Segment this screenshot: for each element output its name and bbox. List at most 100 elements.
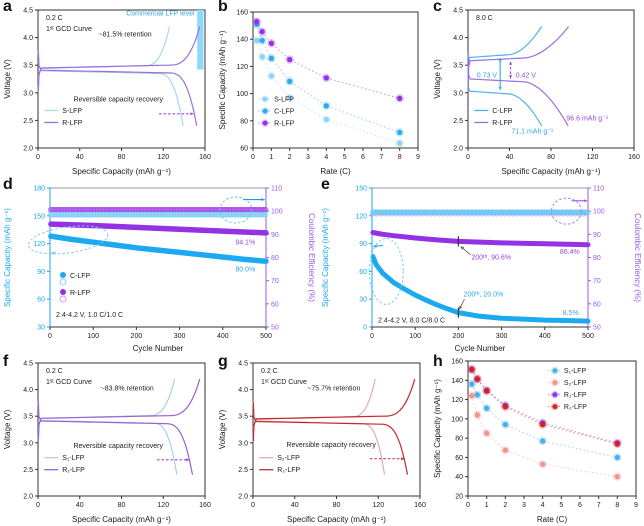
svg-text:Specific Capacity (mAh g⁻¹): Specific Capacity (mAh g⁻¹) (433, 379, 442, 478)
svg-text:70: 70 (271, 278, 279, 285)
svg-text:Specific Capacity (mAh g⁻¹): Specific Capacity (mAh g⁻¹) (287, 515, 386, 524)
svg-text:60: 60 (271, 301, 279, 308)
svg-text:4.0: 4.0 (453, 35, 463, 42)
svg-text:8: 8 (615, 502, 619, 509)
svg-text:90: 90 (37, 269, 45, 276)
svg-text:Voltage (V): Voltage (V) (3, 59, 12, 99)
svg-text:80: 80 (240, 118, 248, 125)
svg-text:120: 120 (236, 64, 248, 71)
svg-text:5: 5 (343, 154, 347, 161)
svg-text:100: 100 (451, 416, 463, 423)
svg-text:94.1%: 94.1% (235, 240, 255, 247)
svg-text:9: 9 (634, 502, 638, 509)
svg-text:160: 160 (414, 502, 426, 509)
svg-text:Voltage (V): Voltage (V) (218, 409, 227, 449)
svg-text:80: 80 (118, 154, 126, 161)
svg-text:110: 110 (593, 186, 604, 193)
svg-text:Cycle Number: Cycle Number (455, 344, 506, 353)
svg-text:0.2 C: 0.2 C (46, 368, 63, 375)
svg-text:60: 60 (593, 301, 601, 308)
svg-text:2: 2 (288, 154, 292, 161)
svg-text:4.5: 4.5 (23, 8, 33, 15)
svg-text:120: 120 (372, 502, 384, 509)
svg-text:80: 80 (333, 502, 341, 509)
svg-text:~81.5% retention: ~81.5% retention (99, 31, 152, 38)
panel-c-chart: 0 40 80 120 160 2.0 2.5 3.0 3.5 4.0 4.5 Specific Ca… (433, 8, 640, 177)
svg-text:110: 110 (271, 186, 282, 193)
svg-text:Specific Capacity (mAh g⁻¹): Specific Capacity (mAh g⁻¹) (502, 167, 601, 176)
svg-text:3.5: 3.5 (23, 63, 33, 70)
panel-f-chart: 0 40 80 120 160 2.0 2.5 3.0 3.5 4.0 4.5 Specific Ca… (3, 361, 211, 525)
svg-text:80: 80 (118, 502, 126, 509)
svg-text:Voltage (V): Voltage (V) (433, 59, 442, 99)
panel-e: e 0 100 200 300 400 500 0 30 60 90 120 150 50 60 70 80 9… (318, 176, 644, 355)
svg-text:40: 40 (291, 502, 299, 509)
svg-text:3.0: 3.0 (238, 440, 248, 447)
svg-text:0: 0 (251, 154, 255, 161)
svg-text:90: 90 (359, 241, 367, 248)
svg-text:7: 7 (597, 502, 601, 509)
panel-f: f 0 40 80 120 160 2.0 2.5 3.0 3.5 4.0 4.5 Specific … (0, 353, 215, 526)
svg-text:1: 1 (269, 154, 273, 161)
svg-text:80: 80 (271, 255, 279, 262)
svg-text:Voltage (V): Voltage (V) (3, 409, 12, 449)
svg-text:4.5: 4.5 (23, 361, 33, 368)
svg-text:5: 5 (559, 502, 563, 509)
svg-text:S₁-LFP: S₁-LFP (564, 368, 587, 375)
svg-text:3.0: 3.0 (23, 90, 33, 97)
svg-text:3: 3 (522, 502, 526, 509)
svg-text:160: 160 (199, 154, 211, 161)
svg-text:4.0: 4.0 (238, 387, 248, 394)
svg-text:86.4%: 86.4% (560, 249, 580, 256)
svg-text:40: 40 (455, 474, 463, 481)
svg-text:~83.8% retention: ~83.8% retention (101, 386, 154, 393)
svg-text:80.0%: 80.0% (235, 266, 255, 273)
svg-text:0.2 C: 0.2 C (46, 15, 63, 22)
svg-text:S₁-LFP: S₁-LFP (62, 455, 85, 462)
svg-text:300: 300 (174, 333, 186, 340)
panel-b: b 0 1 2 3 4 5 6 7 8 9 60 80 100 120 140 160 Rate (C) Spec… (215, 0, 430, 178)
svg-text:140: 140 (236, 37, 248, 44)
svg-text:0.42 V: 0.42 V (516, 72, 537, 79)
svg-text:3.5: 3.5 (453, 63, 463, 70)
svg-text:0: 0 (48, 333, 52, 340)
svg-text:R-LFP: R-LFP (62, 120, 83, 127)
svg-text:80: 80 (593, 255, 601, 262)
svg-text:30: 30 (37, 325, 45, 332)
svg-text:0: 0 (363, 325, 367, 332)
svg-text:20: 20 (455, 494, 463, 501)
svg-text:4.5: 4.5 (453, 8, 463, 15)
svg-text:R₂-LFP: R₂-LFP (277, 467, 300, 474)
svg-text:50: 50 (593, 325, 601, 332)
svg-text:2.0: 2.0 (238, 494, 248, 501)
svg-text:50: 50 (271, 325, 279, 332)
svg-text:160: 160 (628, 154, 640, 161)
panel-g-chart: 0 40 80 120 160 2.0 2.5 3.0 3.5 4.0 4.5 Specific Ca… (218, 361, 426, 525)
svg-text:120: 120 (157, 154, 169, 161)
panel-a-chart: 0 40 80 120 160 2.0 2.5 3.0 3.5 4.0 4.5 Specific Ca… (3, 8, 211, 177)
svg-text:R-LFP: R-LFP (492, 120, 513, 127)
svg-text:Specific Capacity (mAh g⁻¹): Specific Capacity (mAh g⁻¹) (72, 515, 171, 524)
svg-text:Reversible capacity recovery: Reversible capacity recovery (73, 97, 163, 104)
svg-text:100: 100 (409, 333, 421, 340)
svg-text:0.2 C: 0.2 C (261, 368, 278, 375)
svg-text:0: 0 (466, 154, 470, 161)
panel-d-chart: 0 100 200 300 400 500 30 60 90 120 150 180 50 60 70 80 9… (3, 186, 316, 354)
panel-h: h 0 1 2 3 4 5 6 7 8 9 20 40 60 80 100 120 140 160 Rate (C)… (430, 353, 644, 526)
svg-text:C-LFP: C-LFP (274, 109, 295, 116)
svg-text:200ᵗʰ, 20.0%: 200ᵗʰ, 20.0% (464, 291, 504, 298)
svg-text:R-LFP: R-LFP (70, 290, 91, 297)
svg-text:160: 160 (451, 359, 463, 366)
svg-text:4: 4 (324, 154, 328, 161)
svg-text:R-LFP: R-LFP (274, 121, 295, 128)
svg-text:120: 120 (157, 502, 169, 509)
svg-text:30: 30 (359, 297, 367, 304)
svg-text:100: 100 (87, 333, 99, 340)
svg-text:40: 40 (76, 154, 84, 161)
svg-text:180: 180 (33, 186, 45, 193)
svg-text:2.5: 2.5 (23, 118, 33, 125)
svg-text:R₁-LFP: R₁-LFP (564, 392, 587, 399)
svg-text:S-LFP: S-LFP (62, 108, 82, 115)
svg-text:3.0: 3.0 (23, 440, 33, 447)
svg-text:1ˢᵗ GCD Curve: 1ˢᵗ GCD Curve (261, 379, 307, 386)
